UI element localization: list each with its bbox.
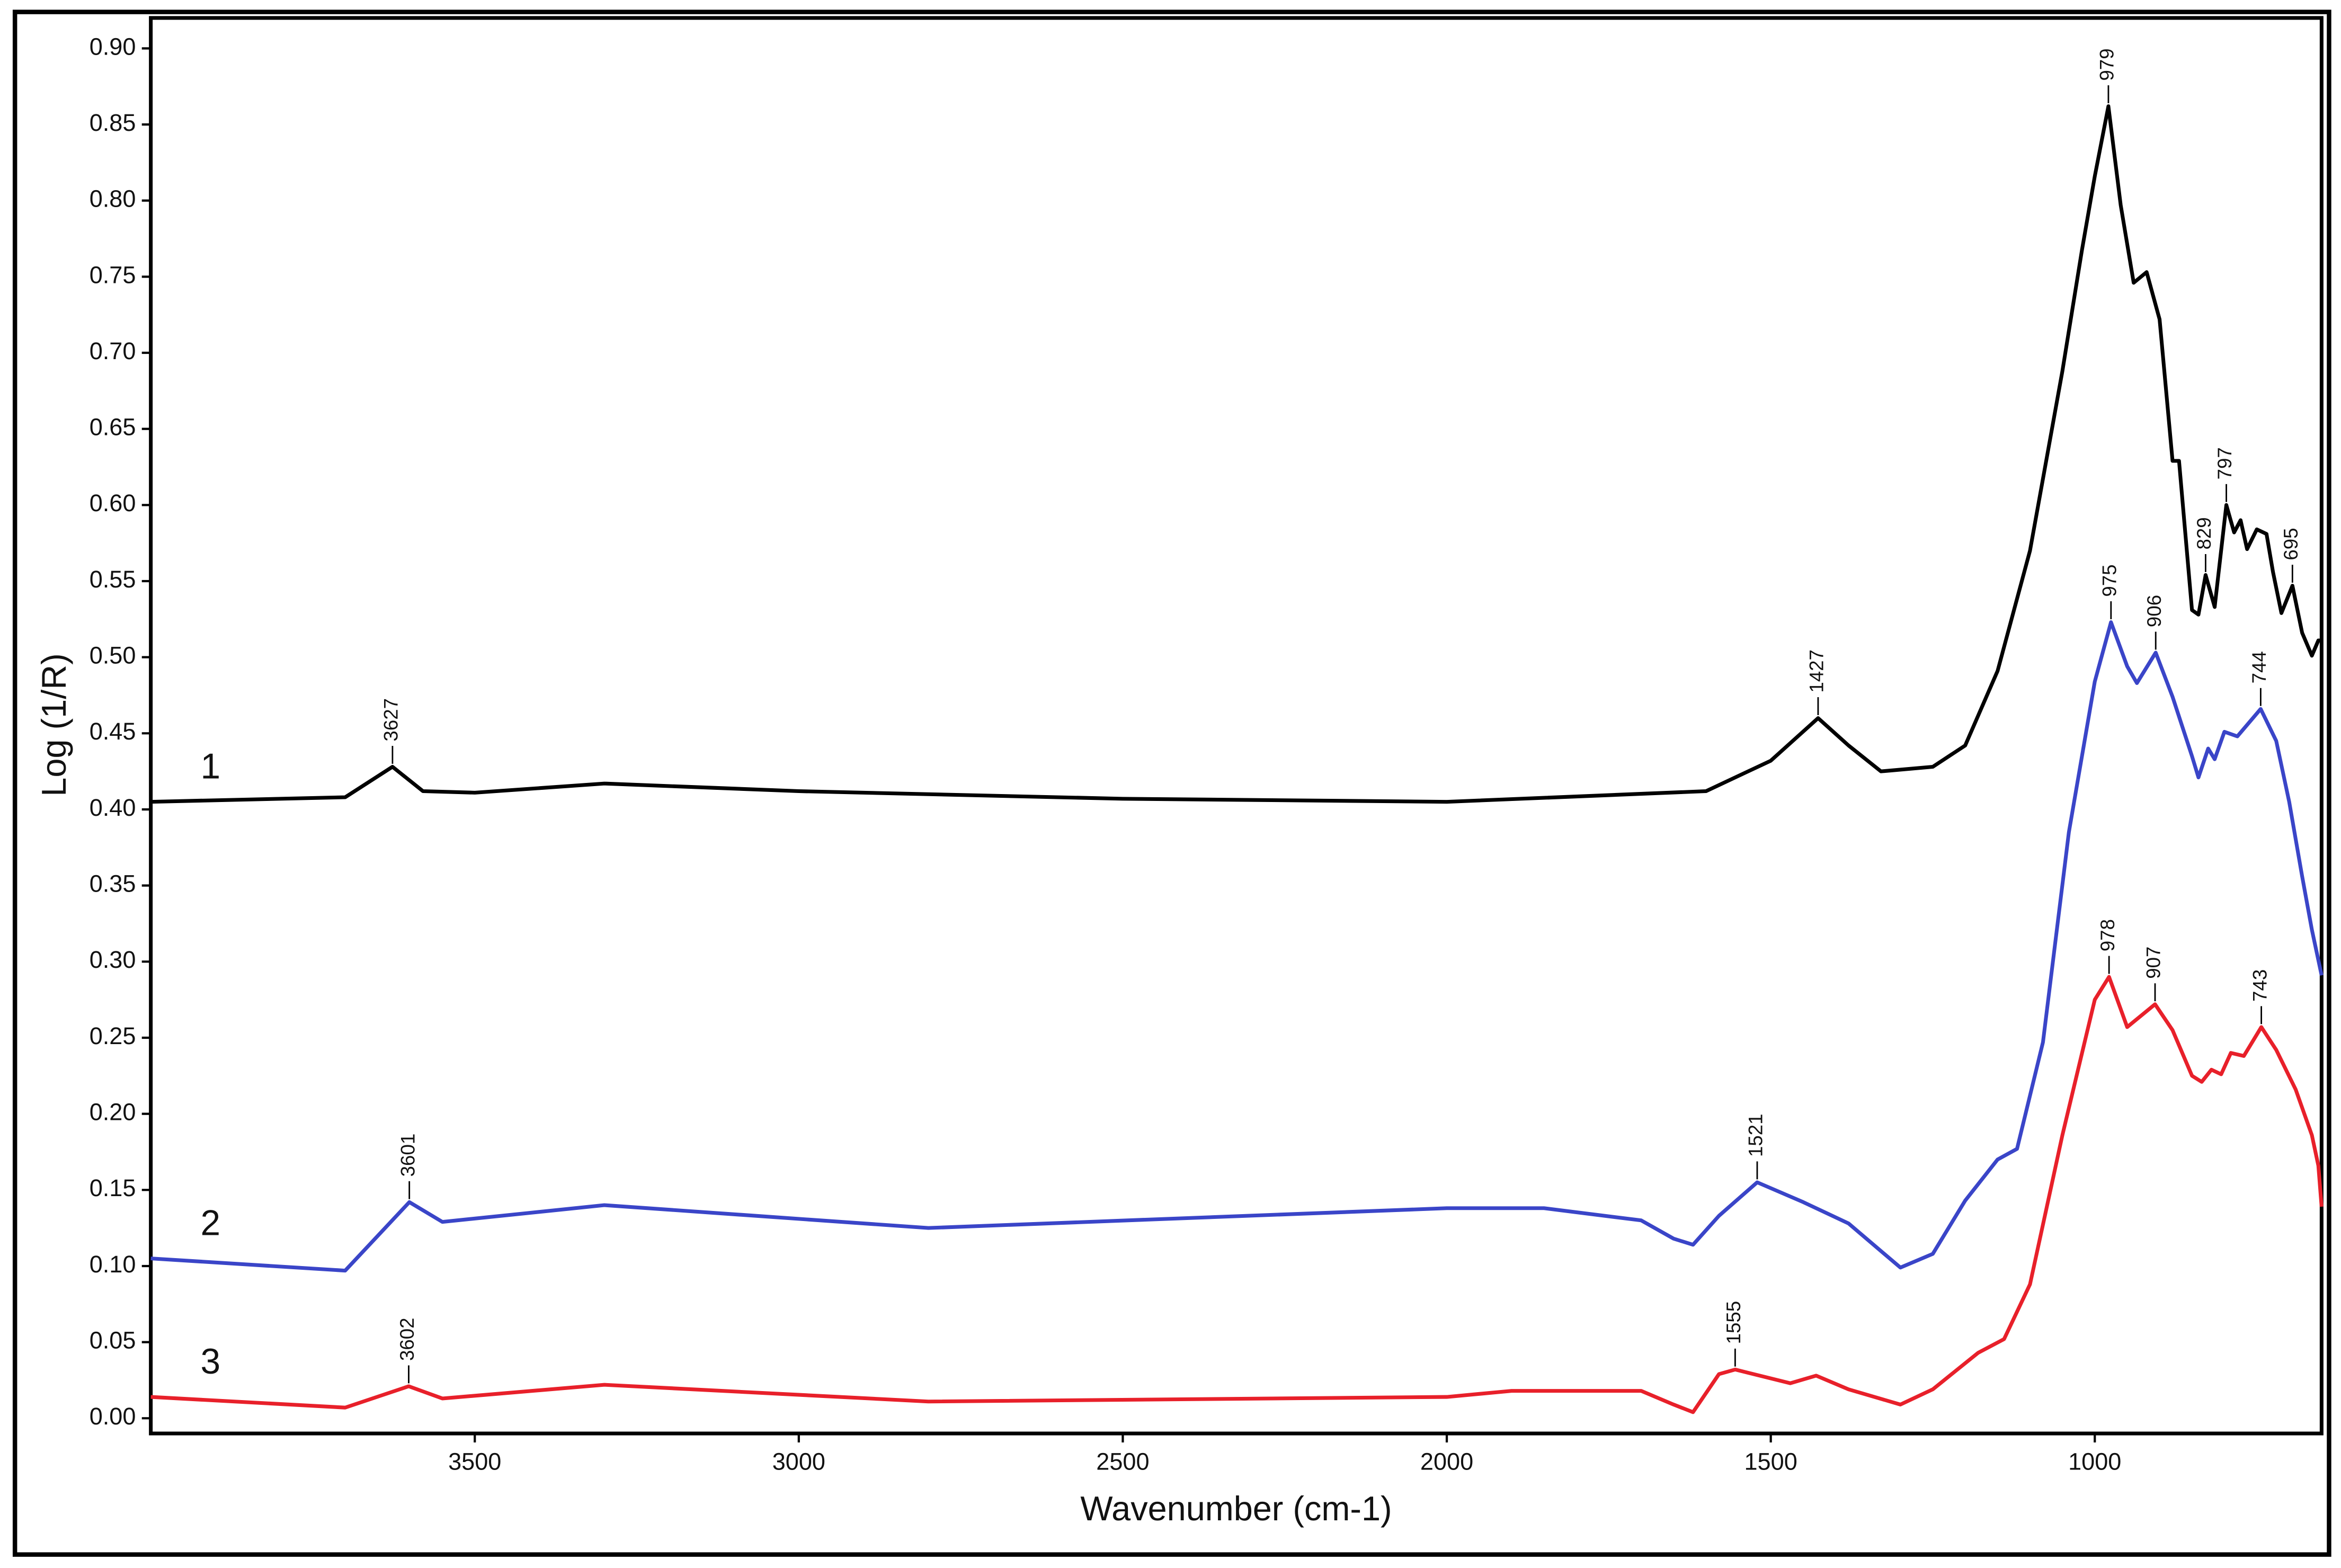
series-label: 2 [201,1203,221,1243]
y-tick-label: 0.75 [90,261,136,288]
y-tick-label: 0.70 [90,337,136,364]
y-tick-label: 0.80 [90,185,136,212]
peak-label: 907 [2143,947,2165,979]
peak-label: 979 [2096,48,2118,81]
y-tick-label: 0.35 [90,870,136,897]
peak-label: 906 [2143,595,2165,627]
y-tick-label: 0.25 [90,1022,136,1049]
peak-label: 3602 [396,1317,418,1361]
x-tick-label: 1000 [2068,1448,2121,1475]
spectrum-line [150,104,2322,804]
x-tick-label: 2000 [1420,1448,1473,1475]
peak-label: 1427 [1806,649,1828,693]
y-tick-label: 0.40 [90,794,136,821]
y-tick-label: 0.05 [90,1327,136,1354]
y-tick-label: 0.30 [90,946,136,973]
x-tick-label: 1500 [1744,1448,1797,1475]
peak-label: 829 [2193,517,2215,549]
spectrum-line [150,620,2324,1273]
series-label: 1 [201,746,221,786]
x-axis-label: Wavenumber (cm-1) [1080,1489,1392,1528]
y-tick-label: 0.55 [90,566,136,593]
peak-label: 797 [2214,447,2236,479]
y-tick-label: 0.45 [90,718,136,745]
y-tick-label: 0.10 [90,1251,136,1278]
spectrum-line [150,975,2324,1414]
peak-label: 743 [2249,969,2271,1002]
y-tick-label: 0.65 [90,414,136,441]
y-tick-label: 0.15 [90,1174,136,1201]
y-tick-label: 0.20 [90,1099,136,1126]
y-tick-label: 0.00 [90,1403,136,1430]
y-tick-label: 0.90 [90,33,136,60]
outer-frame [12,10,2331,1557]
peak-label: 744 [2248,651,2270,683]
peak-label: 3601 [397,1134,419,1177]
x-tick-label: 3500 [448,1448,501,1475]
peak-label: 695 [2280,528,2302,560]
x-tick-label: 2500 [1096,1448,1149,1475]
peak-label: 975 [2099,564,2121,596]
y-tick-label: 0.60 [90,489,136,516]
peak-label: 1555 [1723,1301,1744,1344]
peak-label: 1521 [1745,1113,1767,1157]
x-tick-label: 3000 [772,1448,825,1475]
y-axis-label: Log (1/R) [34,653,73,796]
series-label: 3 [201,1342,221,1382]
plot-frame [149,16,2324,1436]
y-tick-label: 0.85 [90,109,136,136]
y-tick-label: 0.50 [90,642,136,669]
peak-label: 3627 [380,698,402,742]
peak-label: 978 [2097,919,2119,951]
